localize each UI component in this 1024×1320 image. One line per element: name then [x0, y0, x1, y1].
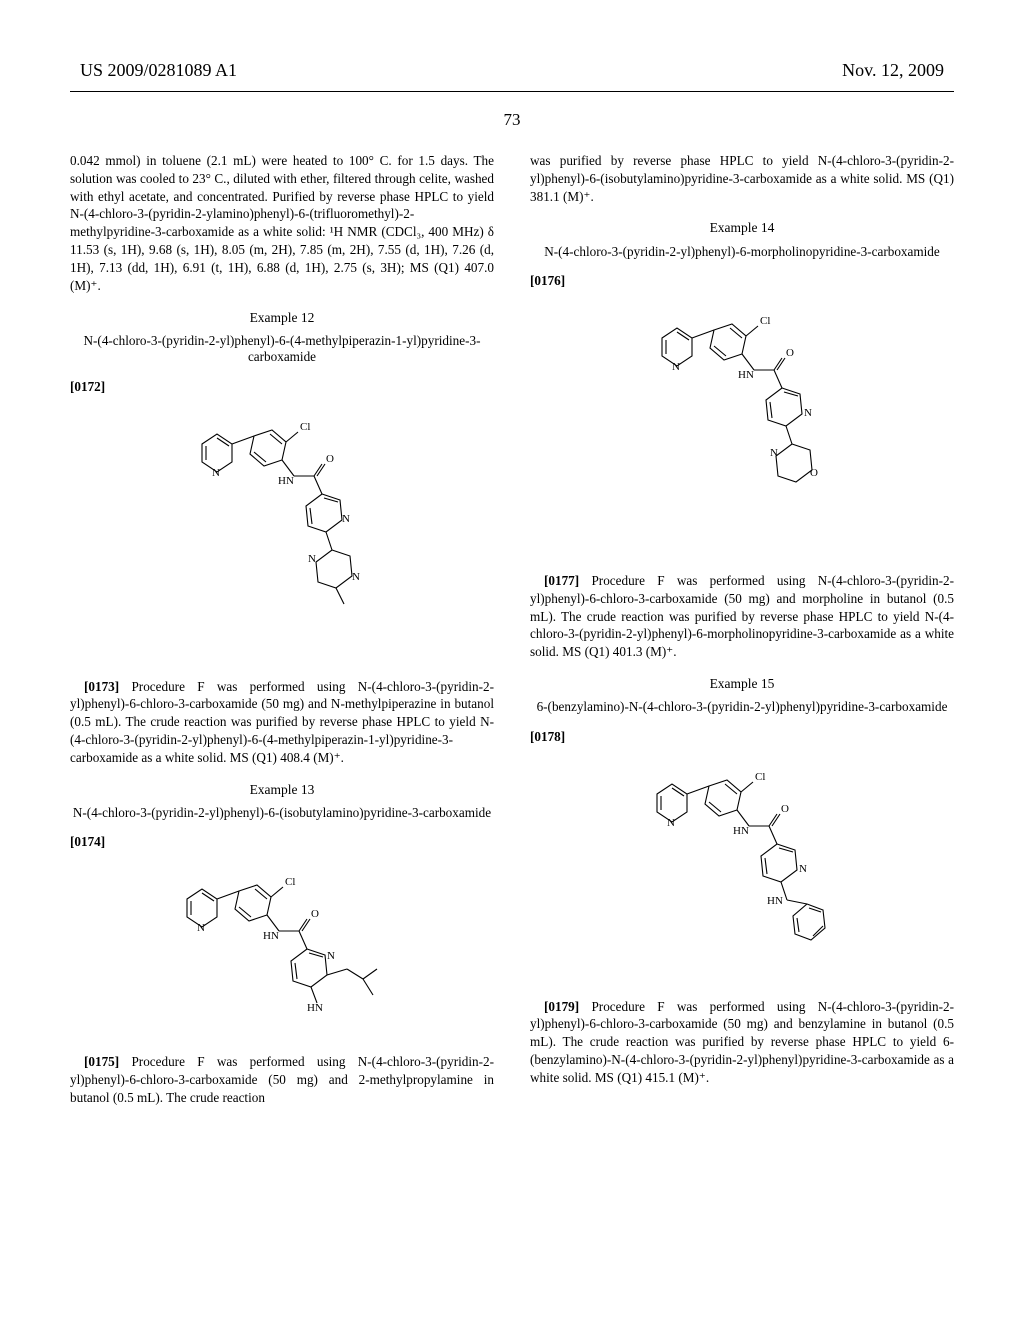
paragraph-text: Procedure F was performed using N-(4-chl… [530, 999, 954, 1085]
svg-text:HN: HN [278, 475, 294, 487]
svg-text:Cl: Cl [755, 771, 765, 783]
paragraph-text: Procedure F was performed using N-(4-chl… [530, 573, 954, 659]
svg-text:N: N [327, 950, 335, 962]
chemical-structure-ex15: N Cl O HN N HN [637, 754, 847, 984]
example-label: Example 15 [530, 675, 954, 693]
example-label: Example 12 [70, 309, 494, 327]
body-paragraph: [0173] Procedure F was performed using N… [70, 678, 494, 767]
paragraph-number: [0177] [544, 573, 579, 588]
paragraph-text: Procedure F was performed using N-(4-chl… [70, 1054, 494, 1105]
svg-text:O: O [311, 908, 319, 920]
chemical-structure-ex13: N Cl O HN N HN [167, 859, 397, 1039]
publication-number: US 2009/0281089 A1 [80, 60, 237, 81]
svg-text:N: N [799, 863, 807, 875]
continuation-paragraph: 0.042 mmol) in toluene (2.1 mL) were hea… [70, 152, 494, 295]
svg-text:N: N [770, 447, 778, 459]
svg-text:HN: HN [733, 825, 749, 837]
left-column: 0.042 mmol) in toluene (2.1 mL) were hea… [70, 152, 494, 1115]
right-column: was purified by reverse phase HPLC to yi… [530, 152, 954, 1115]
svg-text:N: N [804, 407, 812, 419]
paragraph-number: [0172] [70, 379, 105, 394]
publication-date: Nov. 12, 2009 [842, 60, 944, 81]
paragraph-number: [0176] [530, 273, 565, 288]
patent-page: US 2009/0281089 A1 Nov. 12, 2009 73 0.04… [0, 0, 1024, 1320]
two-column-body: 0.042 mmol) in toluene (2.1 mL) were hea… [70, 152, 954, 1115]
svg-text:O: O [810, 467, 818, 479]
chemical-structure-ex14: N Cl O HN N N O [642, 298, 842, 558]
example-label: Example 13 [70, 781, 494, 799]
svg-text:O: O [781, 803, 789, 815]
svg-text:N: N [212, 467, 220, 479]
body-paragraph: [0175] Procedure F was performed using N… [70, 1053, 494, 1106]
header-rule [70, 91, 954, 92]
paragraph-text: Procedure F was performed using N-(4-chl… [70, 679, 494, 765]
example-title: N-(4-chloro-3-(pyridin-2-yl)phenyl)-6-(4… [70, 333, 494, 366]
example-title: 6-(benzylamino)-N-(4-chloro-3-(pyridin-2… [530, 699, 954, 716]
svg-text:Cl: Cl [285, 876, 295, 888]
svg-text:N: N [667, 817, 675, 829]
page-header: US 2009/0281089 A1 Nov. 12, 2009 [70, 60, 954, 81]
svg-text:HN: HN [738, 369, 754, 381]
chemical-structure-ex12: N Cl O HN N N N [182, 404, 382, 664]
svg-text:N: N [197, 922, 205, 934]
svg-text:N: N [672, 361, 680, 373]
paragraph-number: [0175] [84, 1054, 119, 1069]
svg-text:HN: HN [767, 895, 783, 907]
paragraph-number: [0174] [70, 834, 105, 849]
page-number: 73 [70, 110, 954, 130]
svg-text:HN: HN [307, 1002, 323, 1014]
svg-text:HN: HN [263, 930, 279, 942]
svg-text:N: N [352, 571, 360, 583]
svg-text:Cl: Cl [300, 421, 310, 433]
svg-text:Cl: Cl [760, 315, 770, 327]
body-paragraph: [0179] Procedure F was performed using N… [530, 998, 954, 1087]
paragraph-number: [0179] [544, 999, 579, 1014]
paragraph-number: [0173] [84, 679, 119, 694]
example-label: Example 14 [530, 219, 954, 237]
paragraph-number: [0178] [530, 729, 565, 744]
example-title: N-(4-chloro-3-(pyridin-2-yl)phenyl)-6-(i… [70, 805, 494, 822]
svg-text:N: N [342, 513, 350, 525]
example-title: N-(4-chloro-3-(pyridin-2-yl)phenyl)-6-mo… [530, 244, 954, 261]
svg-text:O: O [326, 453, 334, 465]
svg-text:N: N [308, 553, 316, 565]
svg-text:O: O [786, 347, 794, 359]
body-paragraph: [0177] Procedure F was performed using N… [530, 572, 954, 661]
continuation-paragraph: was purified by reverse phase HPLC to yi… [530, 152, 954, 205]
